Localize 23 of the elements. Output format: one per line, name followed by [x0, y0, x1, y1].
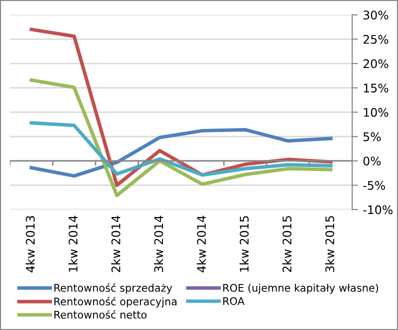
y-tick-label: 30% [364, 10, 388, 20]
y-tick-label: 0% [363, 156, 381, 166]
x-tick-label: 2kw 2015 [282, 216, 292, 272]
legend-label: Rentowność netto [54, 310, 147, 319]
y-tick-label: 20% [364, 59, 388, 68]
x-tick-label: 1kw 2015 [240, 216, 249, 272]
x-tick-label: 4kw 2014 [196, 216, 206, 272]
y-tick-label: 25% [364, 34, 388, 44]
legend-label: ROA [223, 297, 245, 305]
x-tick-label: 1kw 2014 [68, 216, 78, 272]
x-tick-label: 3kw 2015 [325, 216, 334, 272]
y-tick-label: 5% [364, 132, 381, 142]
y-tick-label: 10% [364, 108, 388, 117]
x-tick-label: 3kw 2014 [154, 216, 164, 272]
y-tick-label: -10% [363, 205, 392, 214]
y-tick-label: -5% [363, 180, 385, 190]
x-tick-label: 4kw 2013 [26, 216, 35, 272]
line-series [30, 78, 333, 198]
y-tick-label: 15% [364, 84, 388, 93]
legend-label: Rentowność operacyjna [54, 296, 176, 308]
legend-label: Rentowność sprzedaży [54, 283, 172, 294]
legend-label: ROE (ujemne kapitały własne) [223, 284, 378, 294]
x-tick-label: 2kw 2014 [111, 216, 120, 272]
